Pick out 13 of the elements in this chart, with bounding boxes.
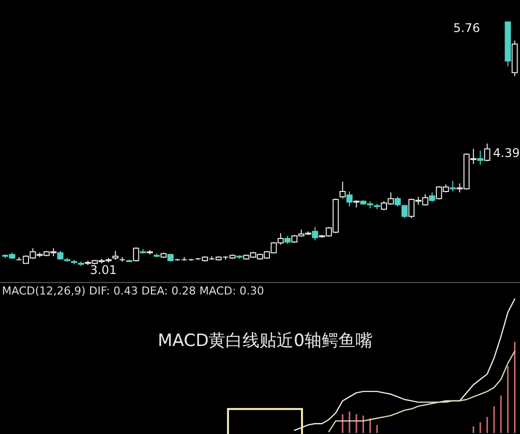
annotation: MACD黄白线贴近0轴鳄鱼嘴 <box>158 331 373 351</box>
annotation: 5.76 <box>453 21 480 35</box>
candlestick <box>450 180 456 192</box>
candlestick <box>429 192 436 203</box>
candlestick <box>477 150 484 166</box>
chart-title: MACD(12,26,9) DIF: 0.43 DEA: 0.28 MACD: 0.30 <box>2 284 264 298</box>
candlestick <box>346 190 353 208</box>
candlestick <box>132 246 140 262</box>
candlestick <box>312 226 318 241</box>
annotation: 3.01 <box>90 263 117 277</box>
candlestick <box>340 181 346 200</box>
annotation: 4.39 <box>493 146 520 160</box>
candlestick <box>484 143 490 162</box>
